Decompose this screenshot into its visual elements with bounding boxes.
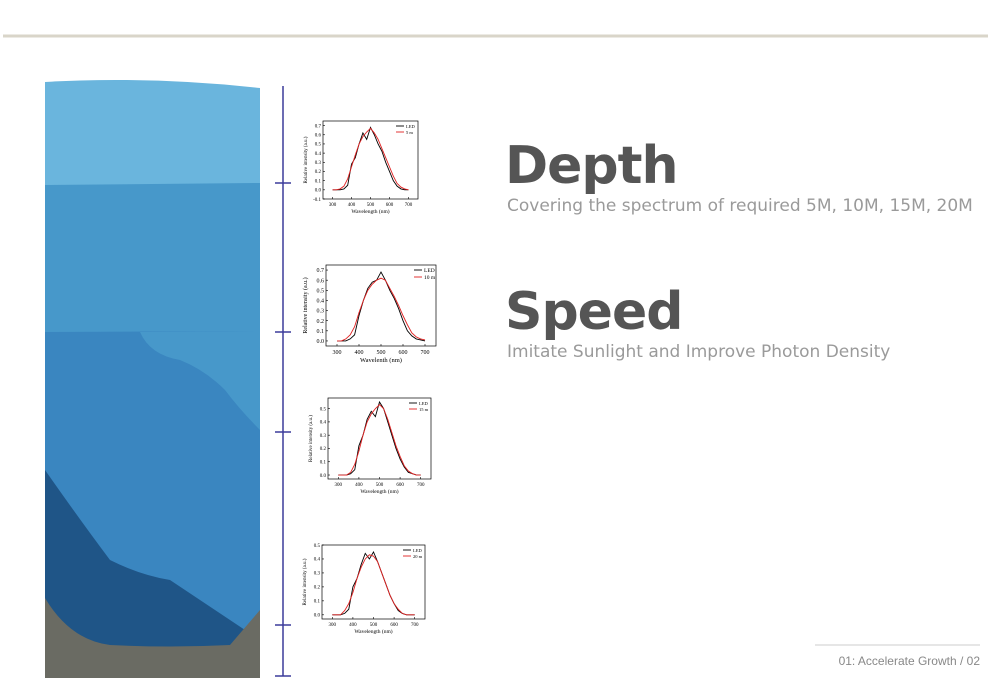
y-tick-label: 0.1 xyxy=(315,179,322,184)
spectrum-chart: -0.1 0.0 0.1 0.2 0.3 0.4 0.5 0.6 0.7 300 400 500 600… xyxy=(304,120,419,215)
section-subtitle: Imitate Sunlight and Improve Photon Dens… xyxy=(507,342,891,362)
plot-frame xyxy=(321,544,426,620)
x-tick-label: 400 xyxy=(349,623,357,628)
legend-label: 20 m xyxy=(413,554,423,559)
spectrum-chart: 0.0 0.1 0.2 0.3 0.4 0.5 300 400 500 600 700 Wavelen… xyxy=(309,397,432,495)
x-tick-label: 700 xyxy=(405,203,413,208)
y-tick-label: 0.4 xyxy=(320,421,327,426)
y-tick-label: -0.1 xyxy=(313,198,321,203)
y-tick-label: 0.3 xyxy=(317,309,325,315)
x-tick-label: 600 xyxy=(396,483,404,488)
footer: 01: Accelerate Growth / 02 xyxy=(838,654,980,668)
x-tick-label: 600 xyxy=(386,203,394,208)
section-title: Depth xyxy=(505,136,679,196)
section-title: Speed xyxy=(505,282,683,342)
y-tick-label: 0.7 xyxy=(315,124,322,129)
y-tick-label: 0.4 xyxy=(317,299,325,305)
x-tick-label: 600 xyxy=(399,350,408,356)
x-tick-label: 300 xyxy=(333,350,342,356)
y-tick-label: 0.2 xyxy=(315,170,322,175)
x-tick-label: 400 xyxy=(348,203,356,208)
legend-label: 15 m xyxy=(419,407,429,412)
spectrum-chart: 0.0 0.1 0.2 0.3 0.4 0.5 300 400 500 600 700 Wavelen… xyxy=(303,544,426,635)
legend-label: 10 m xyxy=(424,275,436,281)
y-tick-label: 0.6 xyxy=(317,278,325,284)
x-tick-label: 500 xyxy=(367,203,375,208)
x-tick-label: 300 xyxy=(329,623,337,628)
y-tick-label: 0.5 xyxy=(314,544,321,549)
series-line xyxy=(332,554,415,616)
y-tick-label: 0.1 xyxy=(317,329,325,335)
y-tick-label: 0.0 xyxy=(320,474,327,479)
series-line xyxy=(337,271,426,342)
y-tick-label: 0.4 xyxy=(315,152,322,157)
y-tick-label: 0.1 xyxy=(320,460,327,465)
x-tick-label: 400 xyxy=(355,350,364,356)
y-axis-label: Relative intensity (a.u.) xyxy=(304,136,309,183)
y-tick-label: 0.2 xyxy=(314,586,321,591)
x-tick-label: 500 xyxy=(370,623,378,628)
y-tick-label: 0.2 xyxy=(317,319,325,325)
x-tick-label: 300 xyxy=(329,203,337,208)
depth-axis xyxy=(275,86,291,677)
x-axis-label: Wavelength (nm) xyxy=(351,208,389,215)
legend-label: 5 m xyxy=(406,130,413,135)
x-tick-label: 400 xyxy=(355,483,363,488)
y-tick-label: 0.0 xyxy=(314,614,321,619)
y-axis-label: Relative intensity (a.u.) xyxy=(302,277,309,333)
y-tick-label: 0.7 xyxy=(317,268,325,274)
y-axis-label: Relative intensity (a.u.) xyxy=(303,558,308,605)
series-line xyxy=(332,126,409,191)
x-tick-label: 700 xyxy=(411,623,419,628)
legend-label: LED xyxy=(419,401,428,406)
y-tick-label: 0.3 xyxy=(314,572,321,577)
x-axis-label: Wavelength (nm) xyxy=(354,628,392,635)
plot-frame xyxy=(322,120,419,200)
plot-frame xyxy=(327,397,432,480)
section-subtitle: Covering the spectrum of required 5M, 10… xyxy=(507,196,973,216)
x-axis-label: Wavelenth (nm) xyxy=(360,357,402,364)
x-tick-label: 600 xyxy=(390,623,398,628)
series-line xyxy=(337,277,426,342)
spectrum-chart: 0.0 0.1 0.2 0.3 0.4 0.5 0.6 0.7 300 400 500 600 700 W… xyxy=(302,264,437,364)
series-line xyxy=(338,404,421,476)
ocean-illustration xyxy=(45,80,260,678)
x-tick-label: 500 xyxy=(376,483,384,488)
y-tick-label: 0.5 xyxy=(317,288,325,294)
y-axis-label: Relative intensity (a.u.) xyxy=(309,415,314,462)
x-axis-label: Wavelength (nm) xyxy=(360,488,398,495)
y-tick-label: 0.1 xyxy=(314,600,321,605)
legend-label: LED xyxy=(413,548,422,553)
y-tick-label: 0.4 xyxy=(314,558,321,563)
y-tick-label: 0.6 xyxy=(315,134,322,139)
y-tick-label: 0.5 xyxy=(315,143,322,148)
y-tick-label: 0.0 xyxy=(317,339,325,345)
y-tick-label: 0.3 xyxy=(320,434,327,439)
legend-label: LED xyxy=(406,124,415,129)
x-tick-label: 300 xyxy=(335,483,343,488)
y-tick-label: 0.0 xyxy=(315,189,322,194)
y-tick-label: 0.3 xyxy=(315,161,322,166)
x-tick-label: 700 xyxy=(417,483,425,488)
y-tick-label: 0.5 xyxy=(320,407,327,412)
x-tick-label: 500 xyxy=(377,350,386,356)
y-tick-label: 0.2 xyxy=(320,447,327,452)
x-tick-label: 700 xyxy=(421,350,430,356)
series-line xyxy=(338,400,421,476)
series-line xyxy=(332,127,409,191)
legend-label: LED xyxy=(424,268,435,274)
